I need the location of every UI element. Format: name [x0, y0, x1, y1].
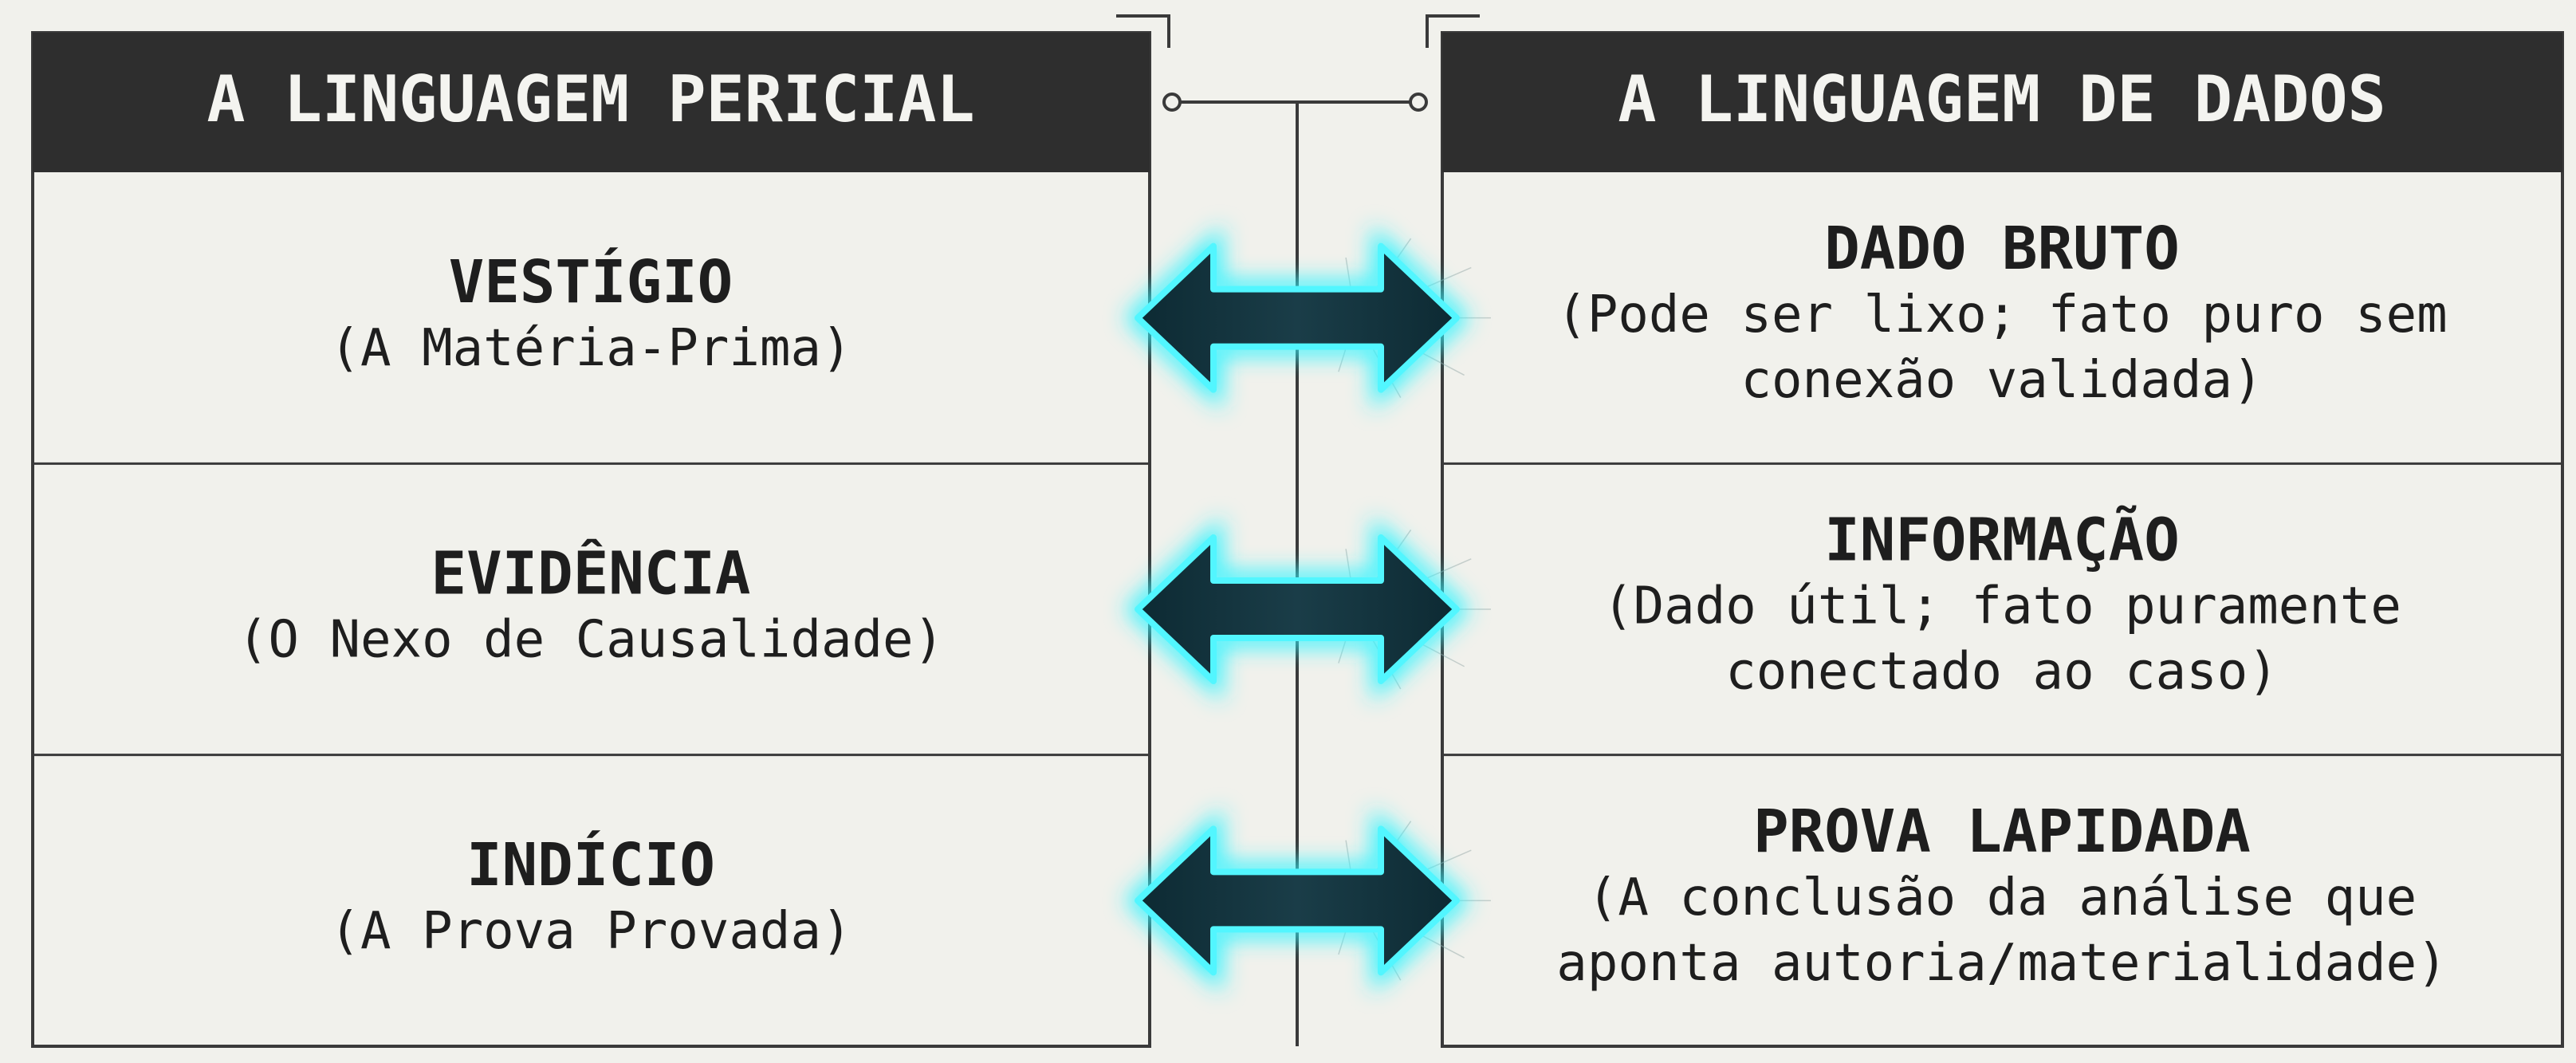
right-term: DADO BRUTO [1824, 215, 2180, 283]
right-header [1442, 33, 2562, 172]
left-subtitle: (A Prova Provada) [329, 902, 851, 961]
connector-node [1162, 93, 1182, 112]
right-description: conectado ao caso) [1725, 643, 2279, 702]
arrow [1135, 534, 1460, 684]
connector-node [1409, 93, 1428, 112]
left-title: A LINGUAGEM PERICIAL [206, 62, 974, 136]
right-term: INFORMAÇÃO [1824, 505, 2180, 575]
left-header [33, 33, 1150, 172]
right-description: (A conclusão da análise que [1587, 868, 2417, 927]
right-description: aponta autoria/materialidade) [1556, 934, 2447, 993]
right-title: A LINGUAGEM DE DADOS [1618, 62, 2385, 136]
right-term: PROVA LAPIDADA [1753, 797, 2251, 866]
right-description: (Dado útil; fato puramente [1603, 577, 2401, 636]
left-term: INDÍCIO [466, 829, 715, 900]
left-term: EVIDÊNCIA [431, 538, 751, 608]
left-term: VESTÍGIO [449, 246, 733, 317]
arrow [1135, 242, 1460, 393]
left-subtitle: (A Matéria-Prima) [329, 319, 851, 378]
arrow [1135, 825, 1460, 976]
right-description: conexão validada) [1740, 351, 2263, 410]
right-description: (Pode ser lixo; fato puro sem [1556, 285, 2447, 344]
bracket [1116, 14, 1480, 48]
left-subtitle: (O Nexo de Causalidade) [238, 611, 944, 670]
